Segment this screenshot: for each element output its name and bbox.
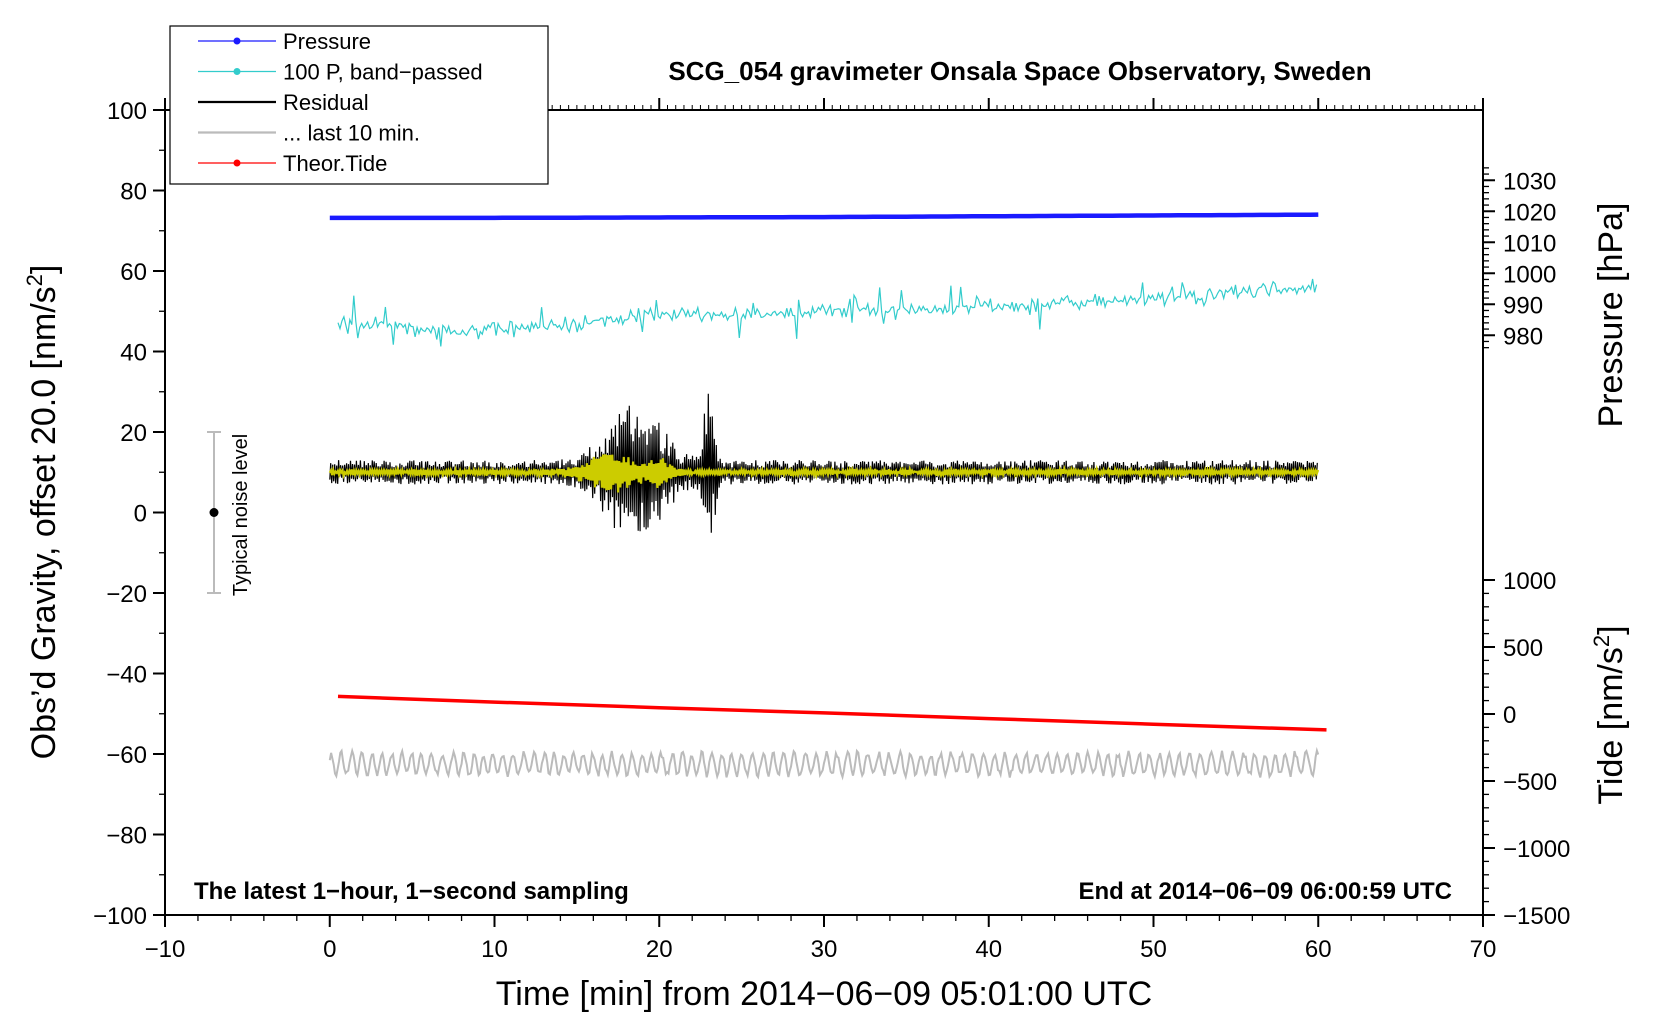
legend-label: Theor.Tide (283, 151, 387, 176)
x-tick-label: 0 (323, 936, 336, 963)
pressure-tick-label: 1030 (1503, 168, 1556, 195)
x-tick-label: 40 (975, 936, 1002, 963)
pressure-tick-label: 1000 (1503, 261, 1556, 288)
series-pressure (329, 212, 1319, 221)
series-last-10-min (328, 746, 1320, 781)
pressure-tick-label: 990 (1503, 292, 1543, 319)
tide-tick-label: −500 (1503, 769, 1557, 796)
tide-tick-label: 1000 (1503, 568, 1556, 595)
y-tick-label: −40 (106, 662, 147, 689)
x-tick-label: 30 (811, 936, 838, 963)
y-tick-label: 60 (120, 259, 147, 286)
tide-tick-label: 500 (1503, 635, 1543, 662)
legend-label: Pressure (283, 29, 371, 54)
note-left: The latest 1−hour, 1−second sampling (194, 878, 629, 905)
pressure-axis-title: Pressure [hPa] (1592, 203, 1630, 428)
y-tick-label: −60 (106, 742, 147, 769)
x-tick-label: −10 (145, 936, 186, 963)
series-theoretical-tide (337, 694, 1327, 732)
y-axis-title: Obs’d Gravity, offset 20.0 [nm/s2] (22, 265, 63, 760)
y-tick-label: −80 (106, 823, 147, 850)
legend-box (169, 25, 549, 185)
x-tick-label: 20 (646, 936, 673, 963)
y-tick-label: 100 (107, 98, 147, 125)
tide-axis-title: Tide [nm/s2] (1589, 625, 1630, 804)
x-axis: −10 0 10 20 30 40 50 60 70 (145, 98, 1497, 963)
series-residual-smoothed (328, 454, 1320, 493)
y-tick-label: 20 (120, 420, 147, 447)
x-tick-label: 60 (1305, 936, 1332, 963)
legend-label: Residual (283, 90, 369, 115)
series-layer (328, 212, 1327, 781)
tide-tick-label: −1000 (1503, 836, 1570, 863)
y-tick-label: 80 (120, 179, 147, 206)
x-tick-label: 50 (1140, 936, 1167, 963)
noise-level-indicator: Typical noise level (207, 431, 252, 596)
legend-marker (233, 37, 241, 45)
noise-label: Typical noise level (230, 434, 252, 596)
y-tick-label: −100 (93, 903, 147, 930)
x-axis-title: Time [min] from 2014−06−09 05:01:00 UTC (496, 975, 1152, 1013)
y-axis-pressure: 1030 1020 1010 1000 990 980 (1483, 167, 1556, 350)
y-tick-label: −20 (106, 581, 147, 608)
pressure-tick-label: 980 (1503, 323, 1543, 350)
y-axis-gravity: 100 80 60 40 20 0 −20 −40 −60 −80 −100 (93, 98, 165, 930)
tide-tick-label: 0 (1503, 702, 1516, 729)
legend-marker (233, 159, 241, 167)
note-right: End at 2014−06−09 06:00:59 UTC (1078, 878, 1452, 905)
legend-label: ... last 10 min. (283, 121, 420, 146)
y-tick-label: 0 (134, 501, 147, 528)
series-pressure-bandpassed (337, 278, 1318, 347)
x-tick-label: 70 (1470, 936, 1497, 963)
tide-tick-label: −1500 (1503, 903, 1570, 930)
pressure-tick-label: 1020 (1503, 199, 1556, 226)
noise-center-dot (209, 508, 219, 517)
y-axis-tide: 1000 500 0 −500 −1000 −1500 (1483, 568, 1570, 930)
x-tick-label: 10 (481, 936, 508, 963)
legend-label: 100 P, band−passed (283, 60, 483, 85)
legend-marker (233, 68, 241, 75)
pressure-tick-label: 1010 (1503, 230, 1556, 257)
y-tick-label: 40 (120, 340, 147, 367)
legend: Pressure 100 P, band−passed Residual ... la… (169, 25, 549, 185)
chart-title: SCG_054 gravimeter Onsala Space Observat… (668, 56, 1371, 86)
